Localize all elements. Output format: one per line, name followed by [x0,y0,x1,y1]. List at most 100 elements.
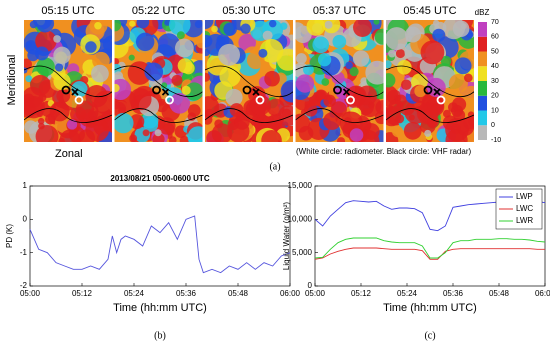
radar-echo [27,49,39,62]
radar-echo [53,46,71,65]
time-label: 05:15 UTC [41,5,94,17]
colorbar-tick-label: 20 [491,93,499,100]
x-tick-label: 05:24 [397,289,418,298]
y-tick-label: -2 [20,281,28,290]
radar-echo [85,41,97,53]
x-tick-label: 05:24 [124,289,145,298]
radar-echo [152,133,165,142]
radar-echo [324,20,333,29]
radiometer [255,95,265,105]
radar-echo [312,36,330,54]
x-tick-label: 05:36 [443,289,464,298]
radar-echo [214,119,224,129]
radar-echo [114,20,122,32]
radar-echo [374,28,384,45]
radar-echo [129,134,138,142]
radar-echo [332,34,347,49]
radar-echo [179,135,190,142]
radar-echo [349,128,364,142]
radar-echo [317,53,332,67]
radar-echo [360,77,369,86]
radar-echo [91,64,109,83]
legend-label: LWR [516,216,533,225]
colorbar-segment [478,95,487,111]
radar-echo [296,53,307,64]
x-tick-label: 05:00 [305,289,326,298]
boundary [295,108,384,123]
radar-echo [24,67,28,74]
radar-echo [56,89,71,103]
y-axis-label: Liquid Water (g/m²) [282,202,291,271]
vhf-radar [333,85,342,95]
legend-label: LWP [516,192,533,201]
boundary [205,65,293,98]
radar-echo [114,112,134,134]
radar-echo [114,78,132,101]
radar-echo [187,126,203,142]
radar-echo [114,83,120,93]
zonal-label: Zonal [55,148,83,160]
radar-echo [250,94,271,116]
radar-echo [375,100,384,115]
radar-echo [362,120,372,130]
radar-echo [262,30,273,41]
radar-echo [176,31,185,40]
radar-echo [240,23,251,34]
radar-echo [279,22,288,30]
cross [342,88,351,96]
radar-echo [36,20,55,33]
vhf-radar [152,85,161,95]
radiometer [346,95,355,105]
colorbar-tick-label: 30 [491,78,499,85]
radar-echo [295,113,311,133]
radar-echo [157,33,181,57]
radar-echo [128,54,135,61]
radar-echo [169,92,191,114]
x-tick-label: 06:00 [280,289,301,298]
colorbar-tick-label: 70 [491,19,499,26]
radar-echo [258,48,268,58]
radar-image [386,20,474,142]
radar-echo [114,71,124,81]
boundary [24,65,112,98]
colorbar-tick-label: -10 [491,137,501,144]
radar-echo [445,129,468,142]
radar-echo [337,137,346,142]
y-tick-label: 5,000 [292,248,313,257]
y-tick-label: 10,000 [288,214,313,223]
time-label: 05:45 UTC [403,5,456,17]
radar-echo [452,20,470,38]
radar-echo [454,57,472,75]
radar-echo [405,26,422,43]
radar-echo [71,81,88,98]
radar-echo [315,90,327,101]
radar-echo [169,20,191,36]
y-tick-label: 15,000 [288,181,313,190]
colorbar-segment [478,110,487,126]
note: (White circle: radiometer. Black circle:… [296,147,471,156]
radar-echo [136,20,150,29]
boundary [295,65,384,98]
radar-echo [141,111,159,129]
radar-echo [223,22,237,36]
radar-echo [463,73,473,83]
radar-echo [295,74,315,93]
x-tick-label: 05:12 [72,289,93,298]
radar-echo [420,40,445,65]
x-tick-label: 05:12 [351,289,372,298]
colorbar-segment [478,51,487,67]
colorbar-segment [478,66,487,81]
radar-echo [218,43,241,66]
radar-image [295,20,384,142]
radar-echo [38,122,45,130]
radar-echo [114,100,121,110]
radar-echo [174,38,194,58]
radar-echo [85,117,110,142]
radar-echo [171,74,183,86]
radar-echo [392,125,404,138]
radar-echo [30,74,51,96]
radiometer [74,95,84,105]
colorbar-tick-label: 40 [491,63,499,70]
radar-echo [75,100,95,119]
